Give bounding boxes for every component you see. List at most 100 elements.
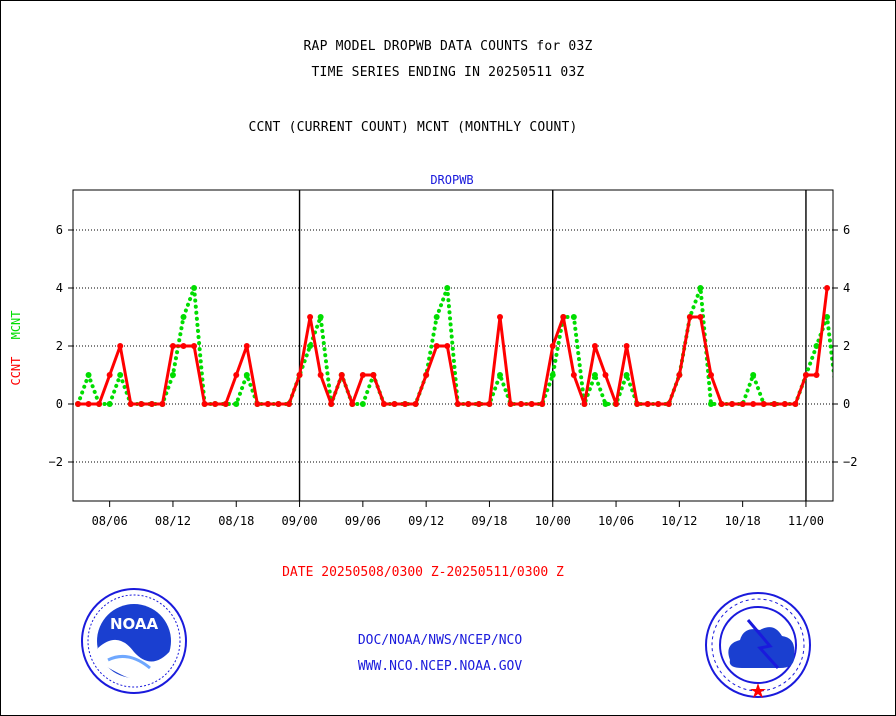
data-point-ccnt <box>286 401 292 407</box>
data-point-ccnt <box>655 401 662 407</box>
data-point-ccnt <box>412 401 419 407</box>
data-point-ccnt <box>75 401 81 407</box>
data-point-ccnt <box>528 401 535 407</box>
y-tick-label-left: 4 <box>56 281 63 295</box>
data-point-ccnt <box>634 401 641 407</box>
data-point-ccnt <box>275 401 282 407</box>
data-point-ccnt <box>307 314 314 320</box>
y-tick-label-right: 4 <box>843 281 850 295</box>
data-point-ccnt <box>591 343 598 349</box>
data-point-ccnt <box>507 401 514 407</box>
data-point-ccnt <box>813 372 820 378</box>
data-point-ccnt <box>729 401 736 407</box>
data-point-ccnt <box>254 401 261 407</box>
data-point-ccnt <box>497 314 503 320</box>
data-point-ccnt <box>127 401 134 407</box>
data-point-ccnt <box>444 343 451 349</box>
noaa-logo-text: NOAA <box>110 615 159 633</box>
data-point-ccnt <box>686 314 693 320</box>
data-point-mcnt <box>623 372 630 378</box>
title-line-2: TIME SERIES ENDING IN 20250511 03Z <box>311 65 585 80</box>
data-point-mcnt <box>85 372 92 378</box>
x-tick-label: 09/18 <box>471 514 507 528</box>
data-point-mcnt <box>708 401 714 407</box>
x-tick-label: 10/18 <box>725 514 761 528</box>
data-point-ccnt <box>781 401 788 407</box>
data-point-mcnt <box>180 314 187 320</box>
data-point-ccnt <box>665 401 672 407</box>
data-point-ccnt <box>454 401 461 407</box>
y-label-mcnt: MCNT <box>9 310 23 339</box>
chart-title: DROPWB <box>430 173 473 187</box>
data-point-ccnt <box>243 343 250 349</box>
data-series <box>75 285 833 407</box>
x-tick-label: 08/18 <box>218 514 254 528</box>
data-point-ccnt <box>623 343 630 349</box>
data-point-ccnt <box>138 401 145 407</box>
data-point-mcnt <box>433 314 440 320</box>
data-point-ccnt <box>486 401 493 407</box>
data-point-mcnt <box>117 372 124 378</box>
data-point-mcnt <box>697 285 704 291</box>
data-point-ccnt <box>317 372 324 378</box>
data-point-ccnt <box>465 401 472 407</box>
data-point-ccnt <box>802 372 809 378</box>
data-point-ccnt <box>475 401 482 407</box>
x-tick-label: 08/12 <box>155 514 191 528</box>
data-point-ccnt <box>718 401 725 407</box>
y-axis-label: CCNT MCNT <box>9 310 23 385</box>
data-point-ccnt <box>760 401 767 407</box>
data-point-ccnt <box>159 401 166 407</box>
data-point-ccnt <box>602 372 609 378</box>
data-point-ccnt <box>750 401 757 407</box>
x-tick-label: 09/00 <box>281 514 317 528</box>
data-point-ccnt <box>433 343 440 349</box>
x-tick-label: 09/06 <box>345 514 381 528</box>
data-point-ccnt <box>370 372 377 378</box>
data-point-mcnt <box>191 285 198 291</box>
data-point-ccnt <box>191 343 198 349</box>
data-point-mcnt <box>750 372 757 378</box>
data-point-ccnt <box>739 401 746 407</box>
data-point-ccnt <box>697 314 704 320</box>
y-tick-label-left: −2 <box>49 455 63 469</box>
data-point-ccnt <box>328 401 335 407</box>
data-point-ccnt <box>233 372 240 378</box>
data-point-ccnt <box>560 314 567 320</box>
data-point-mcnt <box>444 285 451 291</box>
data-point-mcnt <box>824 314 831 320</box>
data-point-ccnt <box>106 372 113 378</box>
data-point-ccnt <box>201 401 208 407</box>
data-point-ccnt <box>581 401 588 407</box>
data-point-mcnt <box>359 401 366 407</box>
x-tick-label: 08/06 <box>92 514 128 528</box>
data-point-mcnt <box>570 314 577 320</box>
data-point-ccnt <box>644 401 651 407</box>
y-tick-label-right: 2 <box>843 339 850 353</box>
data-point-ccnt <box>771 401 778 407</box>
data-point-ccnt <box>549 343 556 349</box>
data-point-ccnt <box>359 372 366 378</box>
data-point-ccnt <box>380 401 387 407</box>
y-tick-label-left: 6 <box>56 223 63 237</box>
data-point-ccnt <box>708 372 714 378</box>
data-point-ccnt <box>212 401 219 407</box>
x-tick-label: 11/00 <box>788 514 824 528</box>
data-point-ccnt <box>539 401 546 407</box>
data-point-ccnt <box>96 401 103 407</box>
x-tick-label: 10/12 <box>661 514 697 528</box>
data-point-ccnt <box>824 285 831 291</box>
data-point-ccnt <box>180 343 187 349</box>
y-tick-label-left: 0 <box>56 397 63 411</box>
data-point-ccnt <box>423 372 430 378</box>
title-line-3: CCNT (CURRENT COUNT) MCNT (MONTHLY COUNT… <box>248 120 578 135</box>
data-point-mcnt <box>317 314 324 320</box>
data-point-ccnt <box>792 401 799 407</box>
data-point-ccnt <box>676 372 683 378</box>
data-point-ccnt <box>117 343 124 349</box>
y-label-ccnt: CCNT <box>9 357 23 386</box>
data-point-ccnt <box>85 401 92 407</box>
x-ticks: 08/06 08/12 08/18 09/00 09/06 09/12 09/18 10/00… <box>92 501 824 528</box>
org-path-label: DOC/NOAA/NWS/NCEP/NCO <box>357 633 523 648</box>
x-tick-label: 10/06 <box>598 514 634 528</box>
